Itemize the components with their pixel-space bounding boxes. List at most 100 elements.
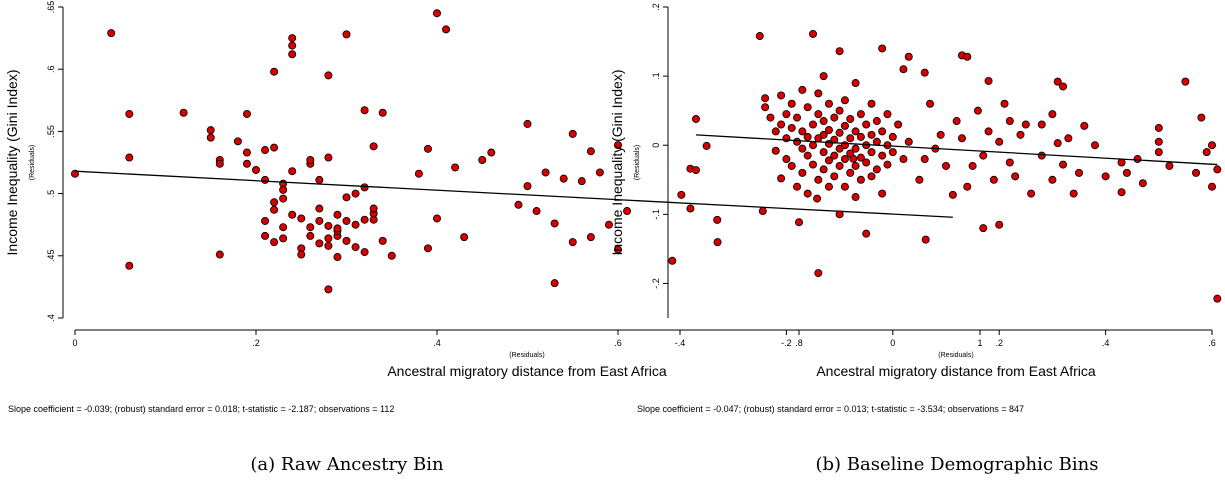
scatter-point	[324, 234, 333, 243]
scatter-point	[787, 123, 796, 132]
scatter-point	[586, 233, 595, 242]
regression-note: Slope coefficient = -0.047; (robust) sta…	[637, 404, 1024, 414]
scatter-point	[856, 110, 865, 119]
scatter-point	[814, 89, 823, 98]
scatter-point	[824, 182, 833, 191]
scatter-point	[888, 148, 897, 157]
scatter-point	[242, 148, 251, 157]
scatter-point	[270, 198, 279, 207]
scatter-point	[333, 253, 342, 262]
scatter-point	[936, 130, 945, 139]
scatter-point	[830, 113, 839, 122]
scatter-point	[523, 119, 532, 128]
scatter-point	[819, 117, 828, 126]
scatter-point	[851, 193, 860, 202]
scatter-point	[989, 175, 998, 184]
scatter-point	[1059, 82, 1068, 91]
scatter-point	[777, 174, 786, 183]
scatter-point	[297, 214, 306, 223]
scatter-point	[351, 243, 360, 252]
regression-note: Slope coefficient = -0.039; (robust) sta…	[8, 404, 394, 414]
y-axis-label: Income Inequality (Gini Index)	[609, 70, 625, 256]
scatter-point	[921, 235, 930, 244]
scatter-point	[846, 114, 855, 123]
chart-panel-a: 0 .2 .4 .6 .8 1 .4 .45 .5 .55 .6 .65 (Residuals) Ance…	[4, 1, 983, 475]
scatter-point	[315, 204, 324, 213]
scatter-point	[1016, 130, 1025, 139]
scatter-point	[856, 175, 865, 184]
scatter-point	[1080, 121, 1089, 130]
scatter-point	[878, 151, 887, 160]
scatter-point	[451, 163, 460, 172]
x-axis-label: Ancestral migratory distance from East A…	[387, 363, 667, 379]
scatter-point	[206, 126, 215, 135]
chart-panel-b: -.4 -.2 0 .2 .4 .6 -.2 -.1 0 .1 .2 (Residuals) Ances…	[609, 3, 1222, 475]
scatter-point	[306, 231, 315, 240]
scatter-point	[414, 169, 423, 178]
scatter-point	[460, 233, 469, 242]
scatter-point	[702, 141, 711, 150]
scatter-point	[904, 137, 913, 146]
scatter-point	[872, 117, 881, 126]
scatter-point	[261, 231, 270, 240]
scatter-point	[899, 65, 908, 74]
x-axis-sublabel: (Residuals)	[509, 352, 544, 359]
scatter-point	[771, 146, 780, 155]
y-tick-label: .6	[46, 65, 56, 73]
scatter-point	[279, 234, 288, 243]
y-tick-label: .1	[651, 72, 661, 80]
scatter-point	[798, 127, 807, 136]
scatter-point	[867, 130, 876, 139]
scatter-point	[803, 151, 812, 160]
scatter-point	[1101, 172, 1110, 181]
scatter-point	[798, 168, 807, 177]
scatter-point	[814, 269, 823, 278]
scatter-point	[1213, 294, 1222, 303]
scatter-point	[963, 182, 972, 191]
scatter-point	[872, 165, 881, 174]
scatter-point	[1021, 120, 1030, 129]
scatter-point	[288, 50, 297, 59]
scatter-point	[814, 110, 823, 119]
fit-line	[695, 134, 1218, 166]
x-axis-label: Ancestral migratory distance from East A…	[816, 363, 1096, 379]
scatter-point	[432, 214, 441, 223]
scatter-point	[798, 144, 807, 153]
scatter-point	[125, 109, 134, 118]
scatter-point	[315, 239, 324, 248]
scatter-point	[840, 121, 849, 130]
scatter-point	[920, 68, 929, 77]
scatter-point	[809, 141, 818, 150]
scatter-point	[795, 218, 804, 227]
scatter-point	[369, 142, 378, 151]
scatter-point	[324, 153, 333, 162]
scatter-point	[782, 110, 791, 119]
scatter-point	[261, 175, 270, 184]
scatter-point	[973, 106, 982, 115]
scatter-point	[782, 155, 791, 164]
y-tick-label: .2	[651, 3, 661, 11]
scatter-point	[686, 204, 695, 213]
scatter-point	[1037, 120, 1046, 129]
scatter-point	[942, 161, 951, 170]
scatter-point	[904, 52, 913, 61]
scatter-point	[809, 29, 818, 38]
scatter-point	[279, 223, 288, 232]
scatter-point	[809, 160, 818, 169]
scatter-point	[1027, 189, 1036, 198]
y-tick-label: -.1	[651, 209, 661, 220]
scatter-point	[324, 285, 333, 294]
scatter-point	[351, 220, 360, 229]
scatter-point	[360, 248, 369, 257]
scatter-point	[782, 134, 791, 143]
y-tick-label: .5	[46, 190, 56, 198]
y-tick-label: 0	[651, 143, 661, 148]
y-axis-sublabel: (Residuals)	[29, 145, 36, 180]
scatter-point	[360, 183, 369, 192]
scatter-point	[586, 147, 595, 156]
scatter-point	[1117, 188, 1126, 197]
scatter-point	[979, 151, 988, 160]
scatter-point	[1208, 141, 1217, 150]
scatter-point	[813, 194, 822, 203]
scatter-point	[1181, 77, 1190, 86]
